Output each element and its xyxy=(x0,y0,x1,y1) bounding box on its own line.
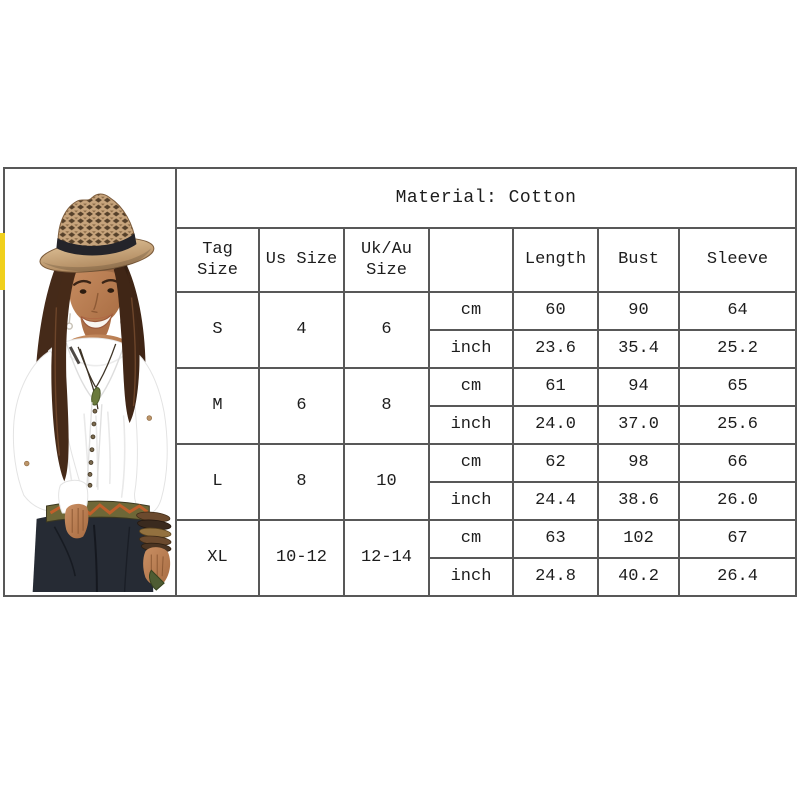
unit-label: inch xyxy=(428,481,514,521)
row-m-cm: M 6 8 cm 61 94 65 xyxy=(4,367,798,445)
row-s-cm: S 4 6 cm 60 90 64 xyxy=(4,291,798,369)
sunglasses xyxy=(149,569,165,591)
yellow-edge-artifact xyxy=(0,233,5,290)
material-row: Material: Cotton xyxy=(3,167,798,597)
bust-value: 90 xyxy=(597,291,680,331)
header-length: Length xyxy=(512,227,599,293)
uk-au-size-value: 10 xyxy=(343,443,430,521)
bra-strap xyxy=(68,346,81,365)
length-value: 24.4 xyxy=(512,481,599,521)
bust-value: 98 xyxy=(597,443,680,483)
header-unit-blank xyxy=(428,227,514,293)
straw-hat xyxy=(39,193,155,273)
column-header-row: Tag Size Us Size Uk/Au Size Length Bust … xyxy=(4,227,798,293)
length-value: 62 xyxy=(512,443,599,483)
length-value: 61 xyxy=(512,367,599,407)
unit-label: inch xyxy=(428,557,514,597)
row-l-inch: inch 24.4 38.6 26.0 xyxy=(4,481,798,521)
us-size-value: 10-12 xyxy=(258,519,345,597)
length-value: 24.8 xyxy=(512,557,599,597)
bust-value: 94 xyxy=(597,367,680,407)
length-value: 24.0 xyxy=(512,405,599,445)
sleeve-value: 25.6 xyxy=(677,405,798,445)
tag-size-value: L xyxy=(175,443,260,521)
tag-size-value: XL xyxy=(175,519,260,597)
bust-value: 102 xyxy=(597,519,680,559)
unit-label: inch xyxy=(428,405,514,445)
sleeve-value: 26.0 xyxy=(677,481,798,521)
us-size-value: 8 xyxy=(258,443,345,521)
tag-size-value: M xyxy=(175,367,260,445)
header-sleeve: Sleeve xyxy=(677,227,798,293)
button-placket xyxy=(86,402,103,488)
sleeve-value: 66 xyxy=(677,443,798,483)
bust-value: 40.2 xyxy=(597,557,680,597)
unit-label: cm xyxy=(428,291,514,331)
header-bust: Bust xyxy=(597,227,680,293)
row-m-inch: inch 24.0 37.0 25.6 xyxy=(4,405,798,445)
us-size-value: 4 xyxy=(258,291,345,369)
length-value: 23.6 xyxy=(512,329,599,369)
tag-size-value: S xyxy=(175,291,260,369)
hand-in-pocket xyxy=(64,503,89,539)
row-xl-cm: XL 10-12 12-14 cm 63 102 67 xyxy=(4,519,798,597)
model-photo-illustration xyxy=(6,170,174,593)
bust-value: 37.0 xyxy=(597,405,680,445)
trousers xyxy=(32,513,154,593)
row-s-inch: inch 23.6 35.4 25.2 xyxy=(4,329,798,369)
material-label: Material: Cotton xyxy=(174,167,798,229)
unit-label: cm xyxy=(428,443,514,483)
necklace xyxy=(77,343,117,410)
unit-label: inch xyxy=(428,329,514,369)
model-photo-cell xyxy=(3,167,177,597)
header-tag-size: Tag Size xyxy=(175,227,260,293)
model-hair-front xyxy=(51,259,140,482)
sleeve-value: 64 xyxy=(677,291,798,331)
uk-au-size-value: 6 xyxy=(343,291,430,369)
header-uk-au-size: Uk/Au Size xyxy=(343,227,430,293)
sleeve-value: 25.2 xyxy=(677,329,798,369)
uk-au-size-value: 12-14 xyxy=(343,519,430,597)
header-us-size: Us Size xyxy=(258,227,345,293)
us-size-value: 6 xyxy=(258,367,345,445)
row-xl-inch: inch 24.8 40.2 26.4 xyxy=(4,557,798,597)
size-table: Material: Cotton Tag Size Us Size Uk/Au … xyxy=(3,167,798,597)
unit-label: cm xyxy=(428,519,514,559)
length-value: 60 xyxy=(512,291,599,331)
pendant xyxy=(91,387,101,406)
sleeve-value: 65 xyxy=(677,367,798,407)
length-value: 63 xyxy=(512,519,599,559)
sleeve-value: 67 xyxy=(677,519,798,559)
uk-au-size-value: 8 xyxy=(343,367,430,445)
bracelets xyxy=(136,511,172,553)
row-l-cm: L 8 10 cm 62 98 66 xyxy=(4,443,798,521)
bust-value: 35.4 xyxy=(597,329,680,369)
bust-value: 38.6 xyxy=(597,481,680,521)
unit-label: cm xyxy=(428,367,514,407)
sleeve-value: 26.4 xyxy=(677,557,798,597)
